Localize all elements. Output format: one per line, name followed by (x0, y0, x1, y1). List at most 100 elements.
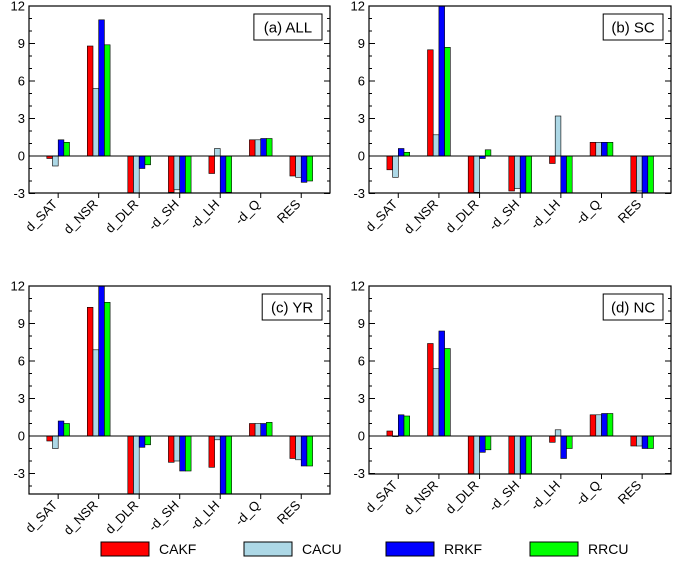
bar-cakf-res (630, 435, 637, 447)
bar-cakf-dsat (46, 435, 53, 442)
bar-rrcu-dsh (525, 155, 532, 193)
y-tick-label: 12 (351, 279, 365, 294)
plot-frame (28, 285, 331, 495)
bar-rrkf-dlh (219, 435, 227, 494)
bar-cacu-res (636, 435, 643, 447)
bar-rrcu-dlh (566, 155, 573, 193)
bar-cacu-ddlr (473, 435, 480, 474)
panel-3: d_SAT d_NSR d_DLR -d_SH -d_LH -d_Q RES 12 9 6 3 0 -3… (11, 279, 331, 538)
bar-cacu-dlh (554, 429, 562, 437)
x-tick-label: -d_SH (145, 197, 182, 234)
legend-item-rrkf: RRKF (385, 541, 482, 557)
y-tick-label: 3 (358, 111, 365, 126)
bar-rrcu-dsh (185, 155, 192, 193)
bar-rrcu-res (306, 155, 313, 182)
y-tick-label: 9 (358, 36, 365, 51)
legend-swatch (243, 541, 293, 557)
bar-rrkf-ddlr (138, 155, 146, 169)
legend-item-cacu: CACU (243, 541, 342, 557)
bar-rrcu-dq (606, 413, 614, 437)
y-tick-label: 3 (18, 111, 25, 126)
y-tick-label: 6 (358, 354, 365, 369)
bar-cakf-dsh (168, 155, 175, 193)
y-tick-label: 6 (18, 74, 25, 89)
bar-cacu-ddlr (133, 435, 140, 494)
bar-rrkf-ddlr (479, 435, 486, 453)
x-tick-label: -d_Q (573, 478, 604, 509)
legend: CAKF CACU RRKF RRCU (100, 541, 628, 557)
legend-item-rrcu: RRCU (529, 541, 628, 557)
bar-rrcu-dq (266, 421, 273, 437)
x-tick-label: d_DLR (442, 478, 481, 517)
x-tick-label: d_SAT (22, 497, 60, 535)
bar-rrcu-ddlr (484, 435, 492, 451)
bar-cakf-dlh (208, 155, 215, 174)
bar-cacu-dq (595, 414, 602, 437)
bar-rrcu-ddlr (144, 435, 151, 446)
bar-rrkf-dnsr (98, 19, 105, 157)
bar-rrkf-res (641, 435, 649, 449)
bar-rrcu-dsh (525, 435, 532, 474)
bar-rrkf-dlh (219, 155, 227, 193)
bar-cacu-res (295, 435, 302, 461)
x-tick-label: RES (615, 477, 645, 507)
y-tick-label: 12 (11, 279, 25, 294)
legend-label: CAKF (159, 541, 196, 557)
x-tick-label: -d_SH (486, 197, 523, 234)
bar-rrkf-dlh (560, 155, 567, 193)
y-tick-label: 0 (358, 429, 365, 444)
legend-swatch (385, 541, 435, 557)
bar-rrkf-dlh (560, 435, 567, 459)
bar-rrcu-dsat (403, 415, 410, 437)
legend-swatch (529, 541, 579, 557)
bar-rrcu-dnsr (444, 46, 451, 157)
bar-cacu-dlh (554, 115, 562, 157)
y-tick-label: 9 (18, 316, 25, 331)
bar-rrkf-dq (601, 413, 608, 437)
bar-rrkf-dsh (519, 155, 527, 193)
bar-cacu-ddlr (133, 155, 140, 193)
bar-cacu-dq (595, 142, 602, 157)
panel-4: d_SAT d_NSR d_DLR -d_SH -d_LH -d_Q RES 12 9 6 3 0 -3… (351, 279, 672, 518)
bars (386, 6, 654, 193)
bar-rrkf-dnsr (98, 286, 105, 437)
bar-cakf-dsat (386, 430, 393, 437)
bar-rrkf-dq (260, 138, 267, 157)
y-tick-label: 0 (18, 429, 25, 444)
bar-rrcu-dq (266, 138, 273, 157)
x-tick-label: -d_LH (527, 197, 563, 233)
bar-rrkf-dsat (57, 139, 65, 157)
panel-title: (d) NC (611, 300, 655, 317)
panel-title-box (261, 293, 323, 321)
x-tick-label: RES (274, 196, 304, 226)
bar-cakf-dnsr (87, 45, 94, 157)
bars (46, 19, 313, 193)
bar-rrcu-dsh (185, 435, 192, 472)
x-tick-label: d_SAT (362, 196, 400, 234)
bar-rrcu-dlh (566, 435, 573, 449)
bar-rrkf-dsat (397, 414, 405, 437)
bar-cacu-res (295, 155, 302, 178)
bar-rrcu-res (306, 435, 313, 467)
x-tick-label: RES (274, 497, 304, 527)
bar-rrcu-dlh (225, 155, 232, 193)
bars (386, 330, 654, 474)
x-tick-label: -d_LH (527, 478, 563, 514)
x-tick-label: d_SAT (362, 477, 400, 515)
legend-label: RRKF (444, 541, 482, 557)
bar-rrkf-dnsr (438, 6, 445, 157)
bar-rrcu-dnsr (104, 44, 111, 157)
panel-title: (b) SC (611, 20, 655, 37)
y-tick-label: 9 (358, 316, 365, 331)
bar-cacu-dnsr (92, 88, 99, 157)
bar-rrkf-dnsr (438, 330, 445, 437)
bar-cakf-dlh (549, 155, 556, 164)
bar-cacu-res (636, 155, 643, 192)
bar-rrkf-dq (601, 142, 608, 157)
legend-swatch (100, 541, 150, 557)
bar-cacu-dnsr (92, 349, 99, 437)
bar-cakf-dsh (168, 435, 175, 463)
y-tick-label: -3 (353, 466, 365, 481)
plot-frame (368, 285, 672, 475)
